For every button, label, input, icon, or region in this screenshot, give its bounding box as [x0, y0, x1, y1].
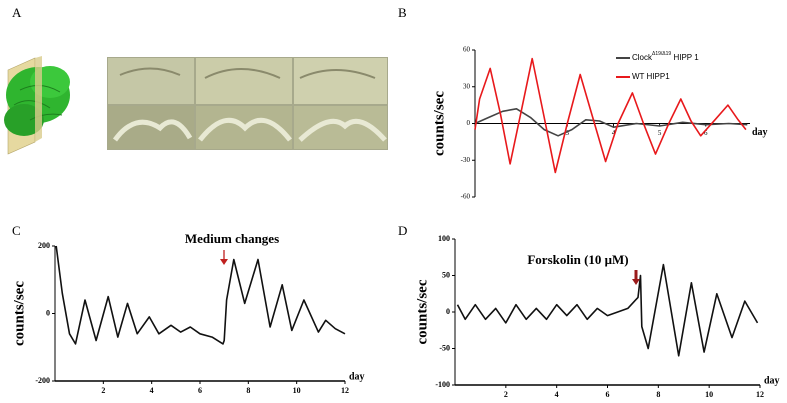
data-line	[474, 57, 747, 174]
y-tick-label: 30	[463, 82, 471, 90]
x-tick-label: 4	[555, 390, 559, 399]
annotation: Medium changes	[185, 231, 279, 246]
y-axis-label: counts/sec	[11, 281, 27, 346]
x-tick-label: 2	[101, 386, 105, 395]
y-tick-label: -50	[439, 343, 450, 352]
legend-text: WT HIPP1	[632, 72, 670, 81]
panel-label: C	[12, 223, 21, 238]
y-tick-label: -60	[461, 193, 471, 201]
annotation: Forskolin (10 μM)	[527, 252, 628, 267]
annotation-arrowhead	[632, 279, 640, 285]
legend-label: WT HIPP1	[632, 72, 670, 81]
y-tick-label: 50	[442, 270, 450, 279]
slice-images	[107, 57, 388, 150]
y-tick-label: -30	[461, 156, 471, 164]
x-tick-label: 6	[606, 390, 610, 399]
y-tick-label: 100	[438, 234, 450, 243]
y-tick-label: 200	[38, 241, 50, 250]
y-tick-label: 60	[463, 46, 471, 54]
y-axis-label: counts/sec	[414, 279, 430, 344]
x-tick-label: 4	[150, 386, 154, 395]
x-axis-label: day	[752, 127, 768, 138]
y-tick-label: 0	[467, 119, 471, 127]
x-tick-label: 6	[198, 386, 202, 395]
legend-text: Clock	[632, 53, 653, 62]
x-tick-label: 2	[504, 390, 508, 399]
x-tick-label: 8	[656, 390, 660, 399]
data-line	[474, 108, 748, 137]
x-axis-label: day	[764, 375, 780, 386]
y-tick-label: 0	[46, 308, 50, 317]
y-tick-label: -200	[35, 376, 50, 385]
x-tick-label: 12	[756, 390, 764, 399]
x-tick-label: 10	[705, 390, 713, 399]
y-axis-label: counts/sec	[431, 91, 447, 156]
data-line	[55, 245, 346, 345]
panel-label: D	[398, 223, 407, 238]
x-tick-label: 6	[704, 129, 708, 137]
data-line	[456, 263, 759, 357]
annotation-arrowhead	[220, 259, 228, 265]
x-tick-label: 5	[658, 129, 662, 137]
x-axis-label: day	[349, 371, 365, 382]
brain-illustration	[4, 56, 70, 155]
x-tick-label: 12	[341, 386, 349, 395]
legend-text: HIPP 1	[671, 53, 699, 62]
x-tick-label: 8	[246, 386, 250, 395]
panel-label: A	[12, 5, 22, 20]
y-tick-label: 0	[446, 307, 450, 316]
x-tick-label: 3	[566, 129, 570, 137]
panel-label: B	[398, 5, 407, 20]
x-tick-label: 4	[612, 129, 616, 137]
x-tick-label: 10	[293, 386, 301, 395]
legend-label: ClockΔ19/Δ19 HIPP 1	[632, 51, 699, 62]
y-tick-label: -100	[435, 380, 450, 389]
legend-text: Δ19/Δ19	[652, 51, 671, 57]
